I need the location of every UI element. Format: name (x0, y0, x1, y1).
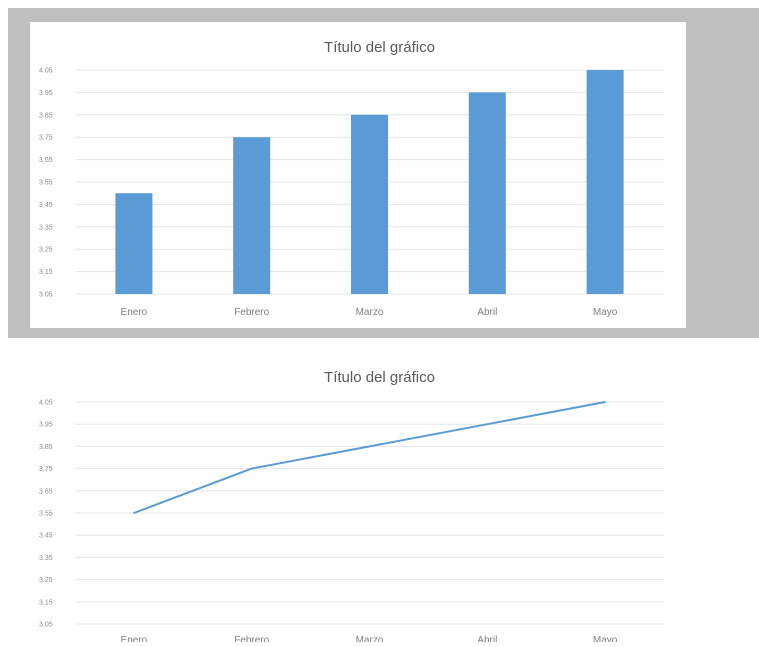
y-tick-label: 3.25 (39, 247, 53, 254)
y-tick-label: 3.95 (39, 422, 53, 429)
x-category-label: Febrero (234, 635, 269, 642)
series-line (133, 401, 606, 514)
x-category-label: Marzo (356, 307, 384, 318)
y-tick-label: 3.05 (39, 622, 53, 629)
chart-title: Título del gráfico (324, 39, 435, 56)
y-tick-label: 3.65 (39, 157, 53, 164)
x-category-label: Mayo (593, 307, 618, 318)
line-point (604, 401, 606, 403)
y-tick-label: 3.25 (39, 577, 53, 584)
line-point (368, 445, 371, 448)
x-category-label: Enero (121, 635, 148, 642)
x-category-label: Mayo (593, 635, 618, 642)
y-tick-label: 3.55 (39, 511, 53, 518)
bar (233, 137, 271, 294)
y-tick-label: 3.95 (39, 90, 53, 97)
y-tick-label: 3.55 (39, 180, 53, 187)
x-category-label: Enero (121, 307, 148, 318)
line-point (133, 512, 135, 514)
y-tick-label: 3.75 (39, 135, 53, 142)
y-tick-label: 3.15 (39, 269, 53, 276)
y-tick-label: 3.65 (39, 488, 53, 495)
x-category-label: Abril (477, 635, 497, 642)
x-category-label: Febrero (234, 307, 269, 318)
x-category-label: Abril (477, 307, 497, 318)
chart-title: Título del gráfico (324, 369, 435, 386)
y-tick-label: 3.85 (39, 444, 53, 451)
line-chart-panel: Título del gráfico 3.05 3.15 3.25 3.35 3.45 3.… (30, 352, 686, 642)
bar (586, 70, 624, 294)
line-point (250, 467, 253, 470)
y-tick-label: 3.45 (39, 533, 53, 540)
y-tick-label: 3.05 (39, 292, 53, 299)
x-category-label: Marzo (356, 635, 384, 642)
bar-chart: Título del gráfico 3.05 3.15 3.25 3.35 3.45 3.… (39, 39, 664, 318)
y-tick-label: 3.15 (39, 599, 53, 606)
line-chart: Título del gráfico 3.05 3.15 3.25 3.35 3.45 3.… (39, 369, 664, 642)
bar (468, 92, 506, 295)
y-tick-label: 3.45 (39, 202, 53, 209)
bar-chart-panel: Título del gráfico 3.05 3.15 3.25 3.35 3.45 3.… (30, 22, 686, 328)
y-tick-label: 3.75 (39, 466, 53, 473)
y-tick-label: 4.05 (39, 400, 53, 407)
y-tick-label: 3.35 (39, 224, 53, 231)
y-tick-label: 3.35 (39, 555, 53, 562)
line-point (486, 423, 489, 425)
bar (351, 114, 388, 294)
bar (115, 193, 153, 294)
y-tick-label: 4.05 (39, 68, 53, 75)
y-tick-label: 3.85 (39, 112, 53, 119)
